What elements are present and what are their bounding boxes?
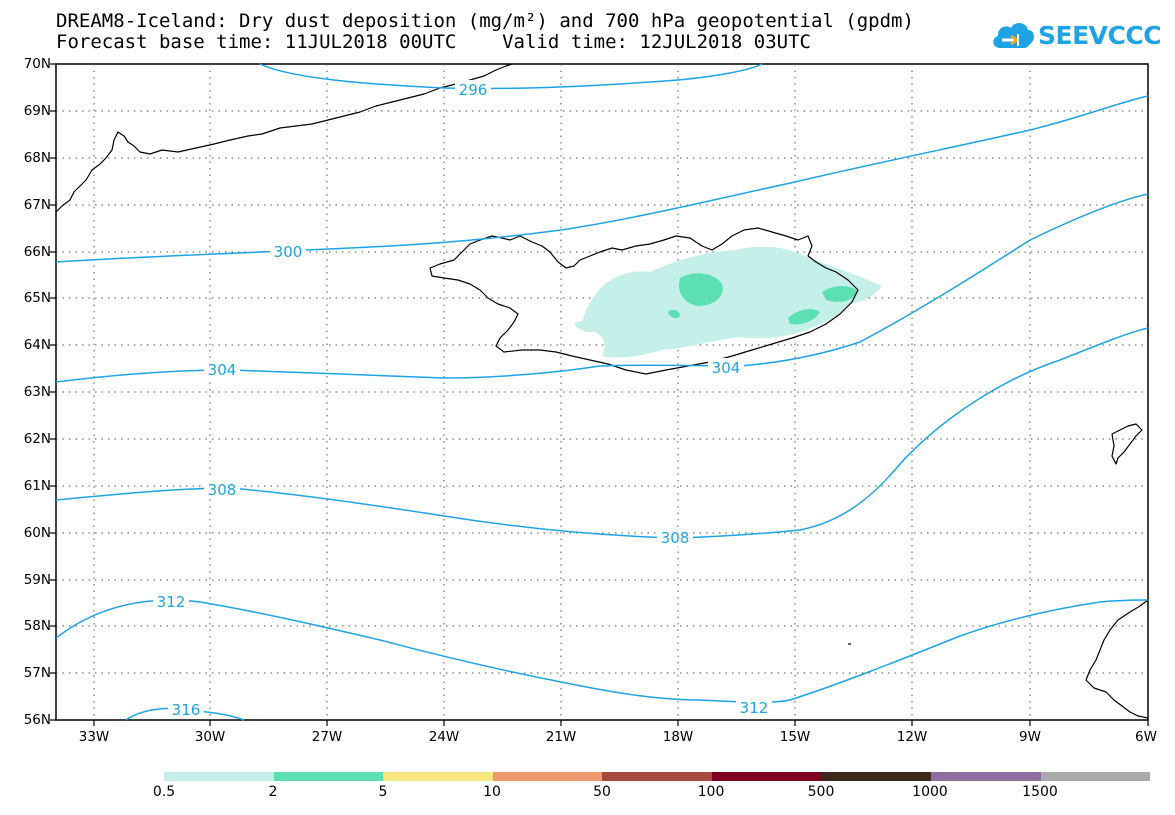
lon-label: 12W bbox=[896, 729, 928, 745]
legend-label: 100 bbox=[697, 784, 725, 800]
contour-label: 312 bbox=[157, 593, 186, 611]
graticule bbox=[56, 64, 1148, 720]
faroe-coast bbox=[1111, 423, 1143, 465]
contour-label: 308 bbox=[661, 529, 690, 547]
legend-swatch bbox=[492, 772, 603, 781]
axis-ticks bbox=[50, 63, 1149, 726]
contour-label: 316 bbox=[172, 701, 201, 719]
contour-label: 304 bbox=[712, 359, 741, 377]
legend-swatch bbox=[821, 772, 931, 781]
lat-label: 60N bbox=[23, 525, 51, 541]
lat-label: 61N bbox=[23, 478, 51, 494]
color-legend-bar bbox=[164, 772, 1151, 781]
contour-312 bbox=[55, 599, 1149, 704]
lat-label: 63N bbox=[23, 384, 51, 400]
lon-label: 33W bbox=[78, 729, 110, 745]
contour-label: 308 bbox=[208, 481, 237, 499]
legend-swatch bbox=[383, 772, 493, 781]
lon-label: 30W bbox=[194, 729, 226, 745]
contour-308 bbox=[55, 327, 1149, 539]
lon-label: 15W bbox=[779, 729, 811, 745]
lat-label: 59N bbox=[23, 572, 51, 588]
contour-label: 312 bbox=[740, 699, 769, 717]
lon-label: 9W bbox=[1019, 729, 1041, 745]
legend-label: 0.5 bbox=[152, 784, 176, 800]
lat-label: 65N bbox=[23, 290, 51, 306]
greenland-coast bbox=[55, 63, 513, 213]
dust-area-mid-2 bbox=[822, 286, 858, 302]
contour-label: 304 bbox=[208, 361, 237, 379]
legend-label: 1000 bbox=[912, 784, 948, 800]
map-title-line-2: Forecast base time: 11JUL2018 00UTC Vali… bbox=[56, 31, 811, 53]
lat-label: 57N bbox=[23, 665, 51, 681]
lon-label: 24W bbox=[428, 729, 460, 745]
dust-area-mid-4 bbox=[668, 309, 680, 319]
legend-label: 10 bbox=[483, 784, 501, 800]
legend-swatch bbox=[164, 772, 274, 781]
lat-label: 58N bbox=[23, 618, 51, 634]
logo-text: SEEVCCC bbox=[1038, 21, 1162, 50]
coastlines bbox=[55, 63, 1149, 719]
dust-area-mid-3 bbox=[788, 309, 820, 325]
iceland-coast bbox=[429, 227, 859, 375]
lat-label: 66N bbox=[23, 244, 51, 260]
legend-swatch bbox=[273, 772, 384, 781]
lat-label: 56N bbox=[23, 712, 51, 728]
legend-swatch bbox=[930, 772, 1041, 781]
legend-label: 50 bbox=[593, 784, 611, 800]
legend-label: 2 bbox=[268, 784, 278, 800]
scotland-coast bbox=[1085, 599, 1149, 719]
lon-label: 21W bbox=[545, 729, 577, 745]
legend-swatch bbox=[602, 772, 712, 781]
map-title-line-1: DREAM8-Iceland: Dry dust deposition (mg/… bbox=[56, 10, 914, 32]
contour-label: 300 bbox=[274, 243, 303, 261]
lat-label: 68N bbox=[23, 150, 51, 166]
lat-label: 64N bbox=[23, 337, 51, 353]
lon-label: 18W bbox=[662, 729, 694, 745]
lat-label: 67N bbox=[23, 197, 51, 213]
lon-label: 6W bbox=[1135, 729, 1157, 745]
dust-deposition-shading bbox=[574, 246, 882, 358]
lat-label: 69N bbox=[23, 103, 51, 119]
contour-label: 296 bbox=[459, 81, 488, 99]
legend-label: 5 bbox=[378, 784, 388, 800]
dust-area-mid bbox=[678, 273, 723, 306]
contour-labels: 296 300 304 304 308 308 312 312 316 bbox=[157, 81, 769, 719]
lat-label: 62N bbox=[23, 431, 51, 447]
contour-296 bbox=[259, 63, 763, 90]
legend-swatch bbox=[711, 772, 822, 781]
contour-304-a bbox=[55, 193, 1149, 383]
dust-area-low-2 bbox=[574, 320, 600, 333]
seevccc-logo: SEEVCCC bbox=[990, 18, 1162, 62]
contour-label-backgrounds bbox=[153, 80, 772, 718]
cloud-icon bbox=[993, 22, 1034, 48]
legend-label: 500 bbox=[807, 784, 835, 800]
dust-area-low bbox=[583, 246, 882, 358]
legend-swatch bbox=[1040, 772, 1151, 781]
legend-label: 1500 bbox=[1022, 784, 1058, 800]
lon-label: 27W bbox=[311, 729, 343, 745]
lat-label: 70N bbox=[23, 56, 51, 72]
